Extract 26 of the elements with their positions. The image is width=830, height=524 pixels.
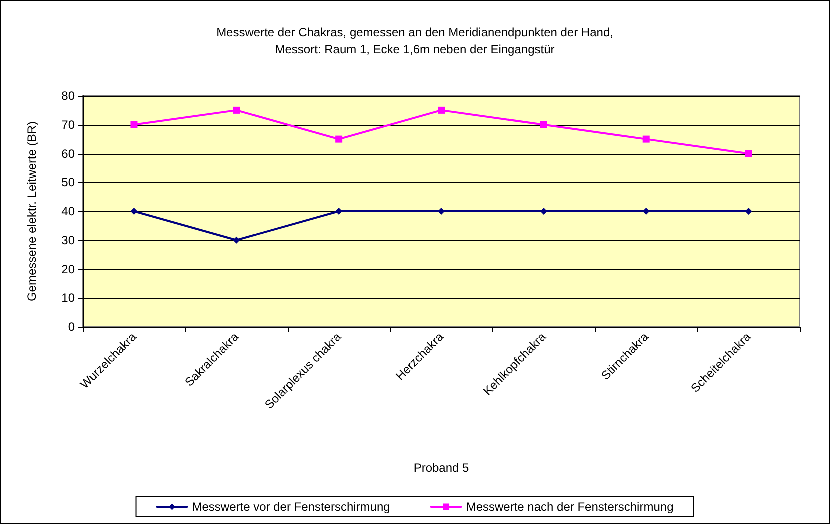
y-tick-label: 70 xyxy=(62,118,76,132)
point xyxy=(233,236,240,244)
point xyxy=(745,208,752,215)
y-tick-label: 40 xyxy=(62,204,76,218)
point xyxy=(130,208,138,215)
point xyxy=(642,136,650,143)
x-axis-title: Proband 5 xyxy=(414,461,470,475)
y-tick-label: 0 xyxy=(68,320,76,334)
point xyxy=(540,121,548,128)
y-tick-label: 30 xyxy=(62,233,76,248)
y-tick-label: 10 xyxy=(62,291,76,306)
y-tick-label: 50 xyxy=(62,176,76,190)
point xyxy=(130,121,138,128)
point xyxy=(642,208,650,215)
y-tick-label: 60 xyxy=(62,146,76,161)
point xyxy=(438,208,445,215)
point xyxy=(336,136,343,143)
legend-label: Messwerte vor der Fensterschirmung xyxy=(192,500,390,514)
point xyxy=(438,106,445,114)
chart-title: Messwerte der Chakras, gemessen an den Meridianendpunkten der Hand, Messort: Raum 1, Ecke 1,6m neben der Eingangstür xyxy=(216,26,614,56)
legend-label: Messwerte nach der Fensterschirmung xyxy=(466,500,674,514)
point xyxy=(233,106,240,114)
y-tick-label: 80 xyxy=(62,89,76,103)
point xyxy=(745,150,752,158)
y-axis-title: Gemessene elektr. Leitwerte (BR) xyxy=(25,121,39,302)
y-tick-label: 20 xyxy=(62,262,76,276)
